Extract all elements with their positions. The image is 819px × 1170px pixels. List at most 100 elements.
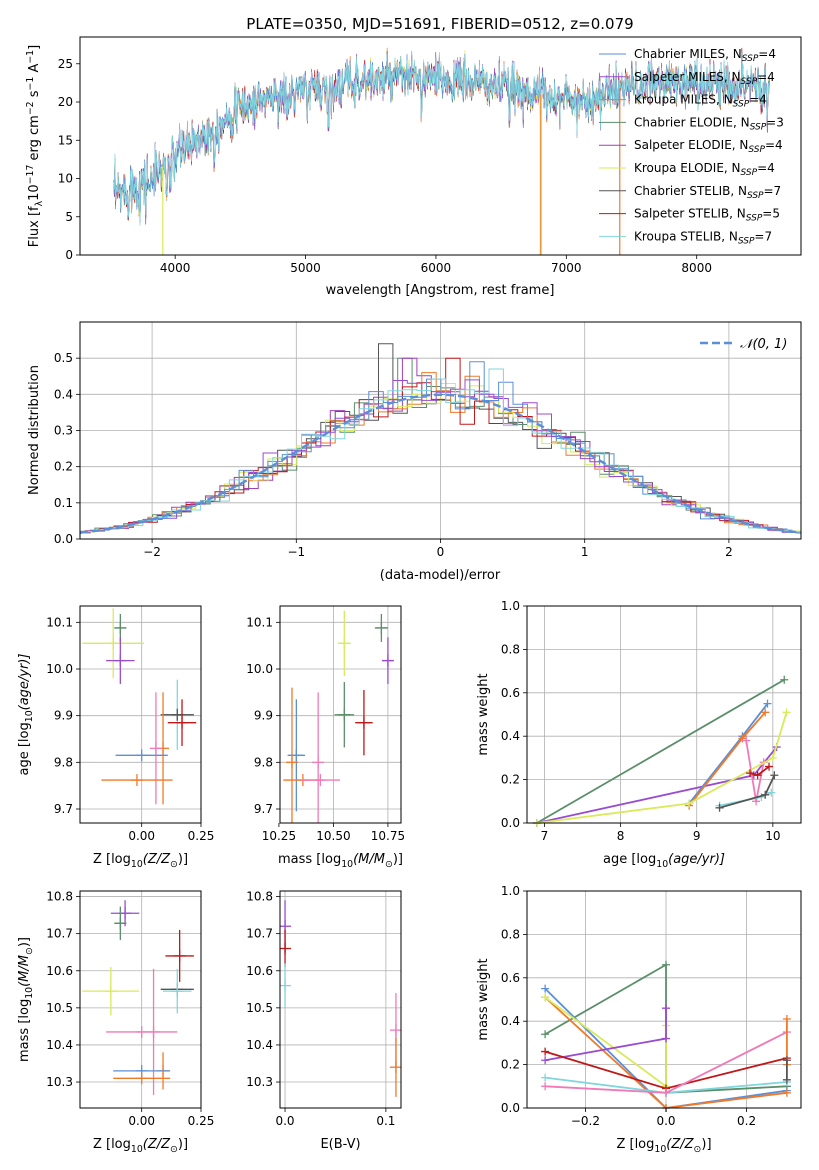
label-part: )] — [17, 937, 32, 947]
plus-marker — [541, 1082, 550, 1091]
label-part: Flux [f — [27, 206, 42, 247]
label-part: )] — [701, 1137, 711, 1152]
label-part: (M/M — [353, 852, 385, 867]
y-tick-label: 10.1 — [46, 615, 73, 629]
legend-label: Salpeter ELODIE, NSSP=4 — [634, 138, 783, 155]
y-tick-label: 0.4 — [54, 387, 73, 401]
plus-marker — [685, 799, 694, 808]
data-point — [280, 963, 292, 1008]
y-tick-label: 9.9 — [254, 709, 273, 723]
plus-marker — [541, 1073, 550, 1082]
legend-label: 𝒩(0, 1) — [740, 337, 787, 352]
y-tick-label: 10.3 — [46, 1075, 73, 1089]
ageZ-frame — [79, 605, 202, 824]
y-tick-label: 0.0 — [54, 532, 73, 546]
legend-sub: SSP — [746, 214, 763, 224]
legend-label: Chabrier MILES, NSSP=4 — [634, 47, 776, 64]
y-tick-label: 9.9 — [54, 709, 73, 723]
legend-label: Chabrier ELODIE, NSSP=3 — [634, 115, 784, 132]
gaussian-curve — [80, 393, 801, 534]
x-tick-label: 2 — [725, 545, 733, 559]
y-tick-label: 20 — [58, 95, 73, 109]
plus-marker — [761, 708, 770, 717]
wZ-y-label: mass weight — [476, 958, 491, 1040]
label-part: −1 — [25, 50, 36, 64]
massZ-y-label: mass [log10(M/M⊙)] — [17, 937, 35, 1062]
x-tick-label: 8000 — [681, 261, 712, 275]
label-part: )] — [393, 852, 403, 867]
y-tick-label: 0.3 — [54, 424, 73, 438]
data-point — [167, 699, 197, 746]
x-tick-label: −0.2 — [571, 1114, 600, 1128]
legend-label: Kroupa MILES, NSSP=4 — [634, 93, 767, 110]
plus-marker — [541, 1056, 550, 1065]
data-point — [113, 1072, 171, 1085]
legend-text: =7 — [754, 229, 772, 243]
y-tick-label: 0.8 — [501, 927, 520, 941]
plus-marker — [767, 788, 776, 797]
data-point — [114, 906, 127, 940]
legend-sub: SSP — [742, 54, 759, 64]
label-part: −17 — [25, 165, 36, 185]
label-part: 10 — [24, 987, 35, 999]
label-part: ] — [27, 45, 42, 50]
y-tick-label: 0 — [65, 248, 73, 262]
y-tick-label: 10.8 — [246, 890, 273, 904]
data-point — [106, 1025, 178, 1038]
legend-text: Kroupa STELIB, N — [634, 229, 738, 243]
data-point — [337, 610, 351, 676]
axes-layer: 4000 5000 6000 7000 80000510152025wavelength… — [17, 36, 802, 1155]
y-tick-label: 10.0 — [46, 662, 73, 676]
label-part: −1 — [25, 77, 36, 91]
legend-text: Chabrier MILES, N — [634, 47, 742, 61]
x-tick-label: 0.25 — [188, 1114, 215, 1128]
y-tick-label: 0.0 — [501, 1101, 520, 1115]
legend-sub: SSP — [738, 236, 755, 246]
hist-y-label: Normed distribution — [27, 365, 42, 495]
legend-text: =4 — [749, 93, 767, 107]
plus-marker — [662, 960, 671, 969]
plus-marker — [782, 1015, 791, 1024]
y-tick-label: 9.8 — [54, 755, 73, 769]
data-point — [389, 1037, 401, 1097]
wAge-frame — [526, 605, 802, 824]
y-tick-label: 0.6 — [501, 686, 520, 700]
label-part: )] — [178, 852, 188, 867]
ageM-x-label: mass [log10(M/M⊙)] — [278, 852, 403, 870]
ageM-frame — [279, 605, 402, 824]
y-tick-label: 0.4 — [501, 1014, 520, 1028]
x-tick-label: 5000 — [290, 261, 321, 275]
x-tick-label: 10 — [765, 829, 780, 843]
label-part: Z [log — [93, 852, 131, 867]
legend-label: Salpeter STELIB, NSSP=5 — [634, 207, 780, 224]
data-point — [334, 682, 355, 748]
legend-sub: SSP — [748, 145, 765, 155]
legend-label: Chabrier STELIB, NSSP=7 — [634, 184, 781, 201]
label-part: 10 — [24, 710, 35, 722]
y-tick-label: 9.8 — [254, 755, 273, 769]
data-point — [110, 900, 140, 927]
label-part: (age/yr)] — [17, 654, 32, 711]
wZ-frame — [526, 890, 802, 1109]
x-tick-label: 0.00 — [128, 829, 155, 843]
data-point — [106, 637, 135, 684]
plus-marker — [541, 984, 550, 993]
legend-label: Salpeter MILES, NSSP=4 — [634, 70, 775, 87]
legend-sub: SSP — [747, 191, 764, 201]
ageZ-y-label: age [log10(age/yr)] — [17, 654, 35, 776]
weight-line — [536, 712, 788, 823]
plus-marker — [770, 771, 779, 780]
label-part: A — [27, 64, 42, 77]
plus-marker — [753, 771, 762, 780]
y-tick-label: 0.1 — [54, 496, 73, 510]
data-point — [115, 749, 168, 762]
legend-text: =4 — [757, 70, 775, 84]
plus-marker — [765, 762, 774, 771]
label-part: 10 — [27, 184, 42, 201]
x-tick-label: 0.00 — [128, 1114, 155, 1128]
label-part: Z [log — [616, 1137, 654, 1152]
data-point — [287, 699, 306, 812]
y-tick-label: 15 — [58, 133, 73, 147]
data-point — [101, 774, 173, 787]
